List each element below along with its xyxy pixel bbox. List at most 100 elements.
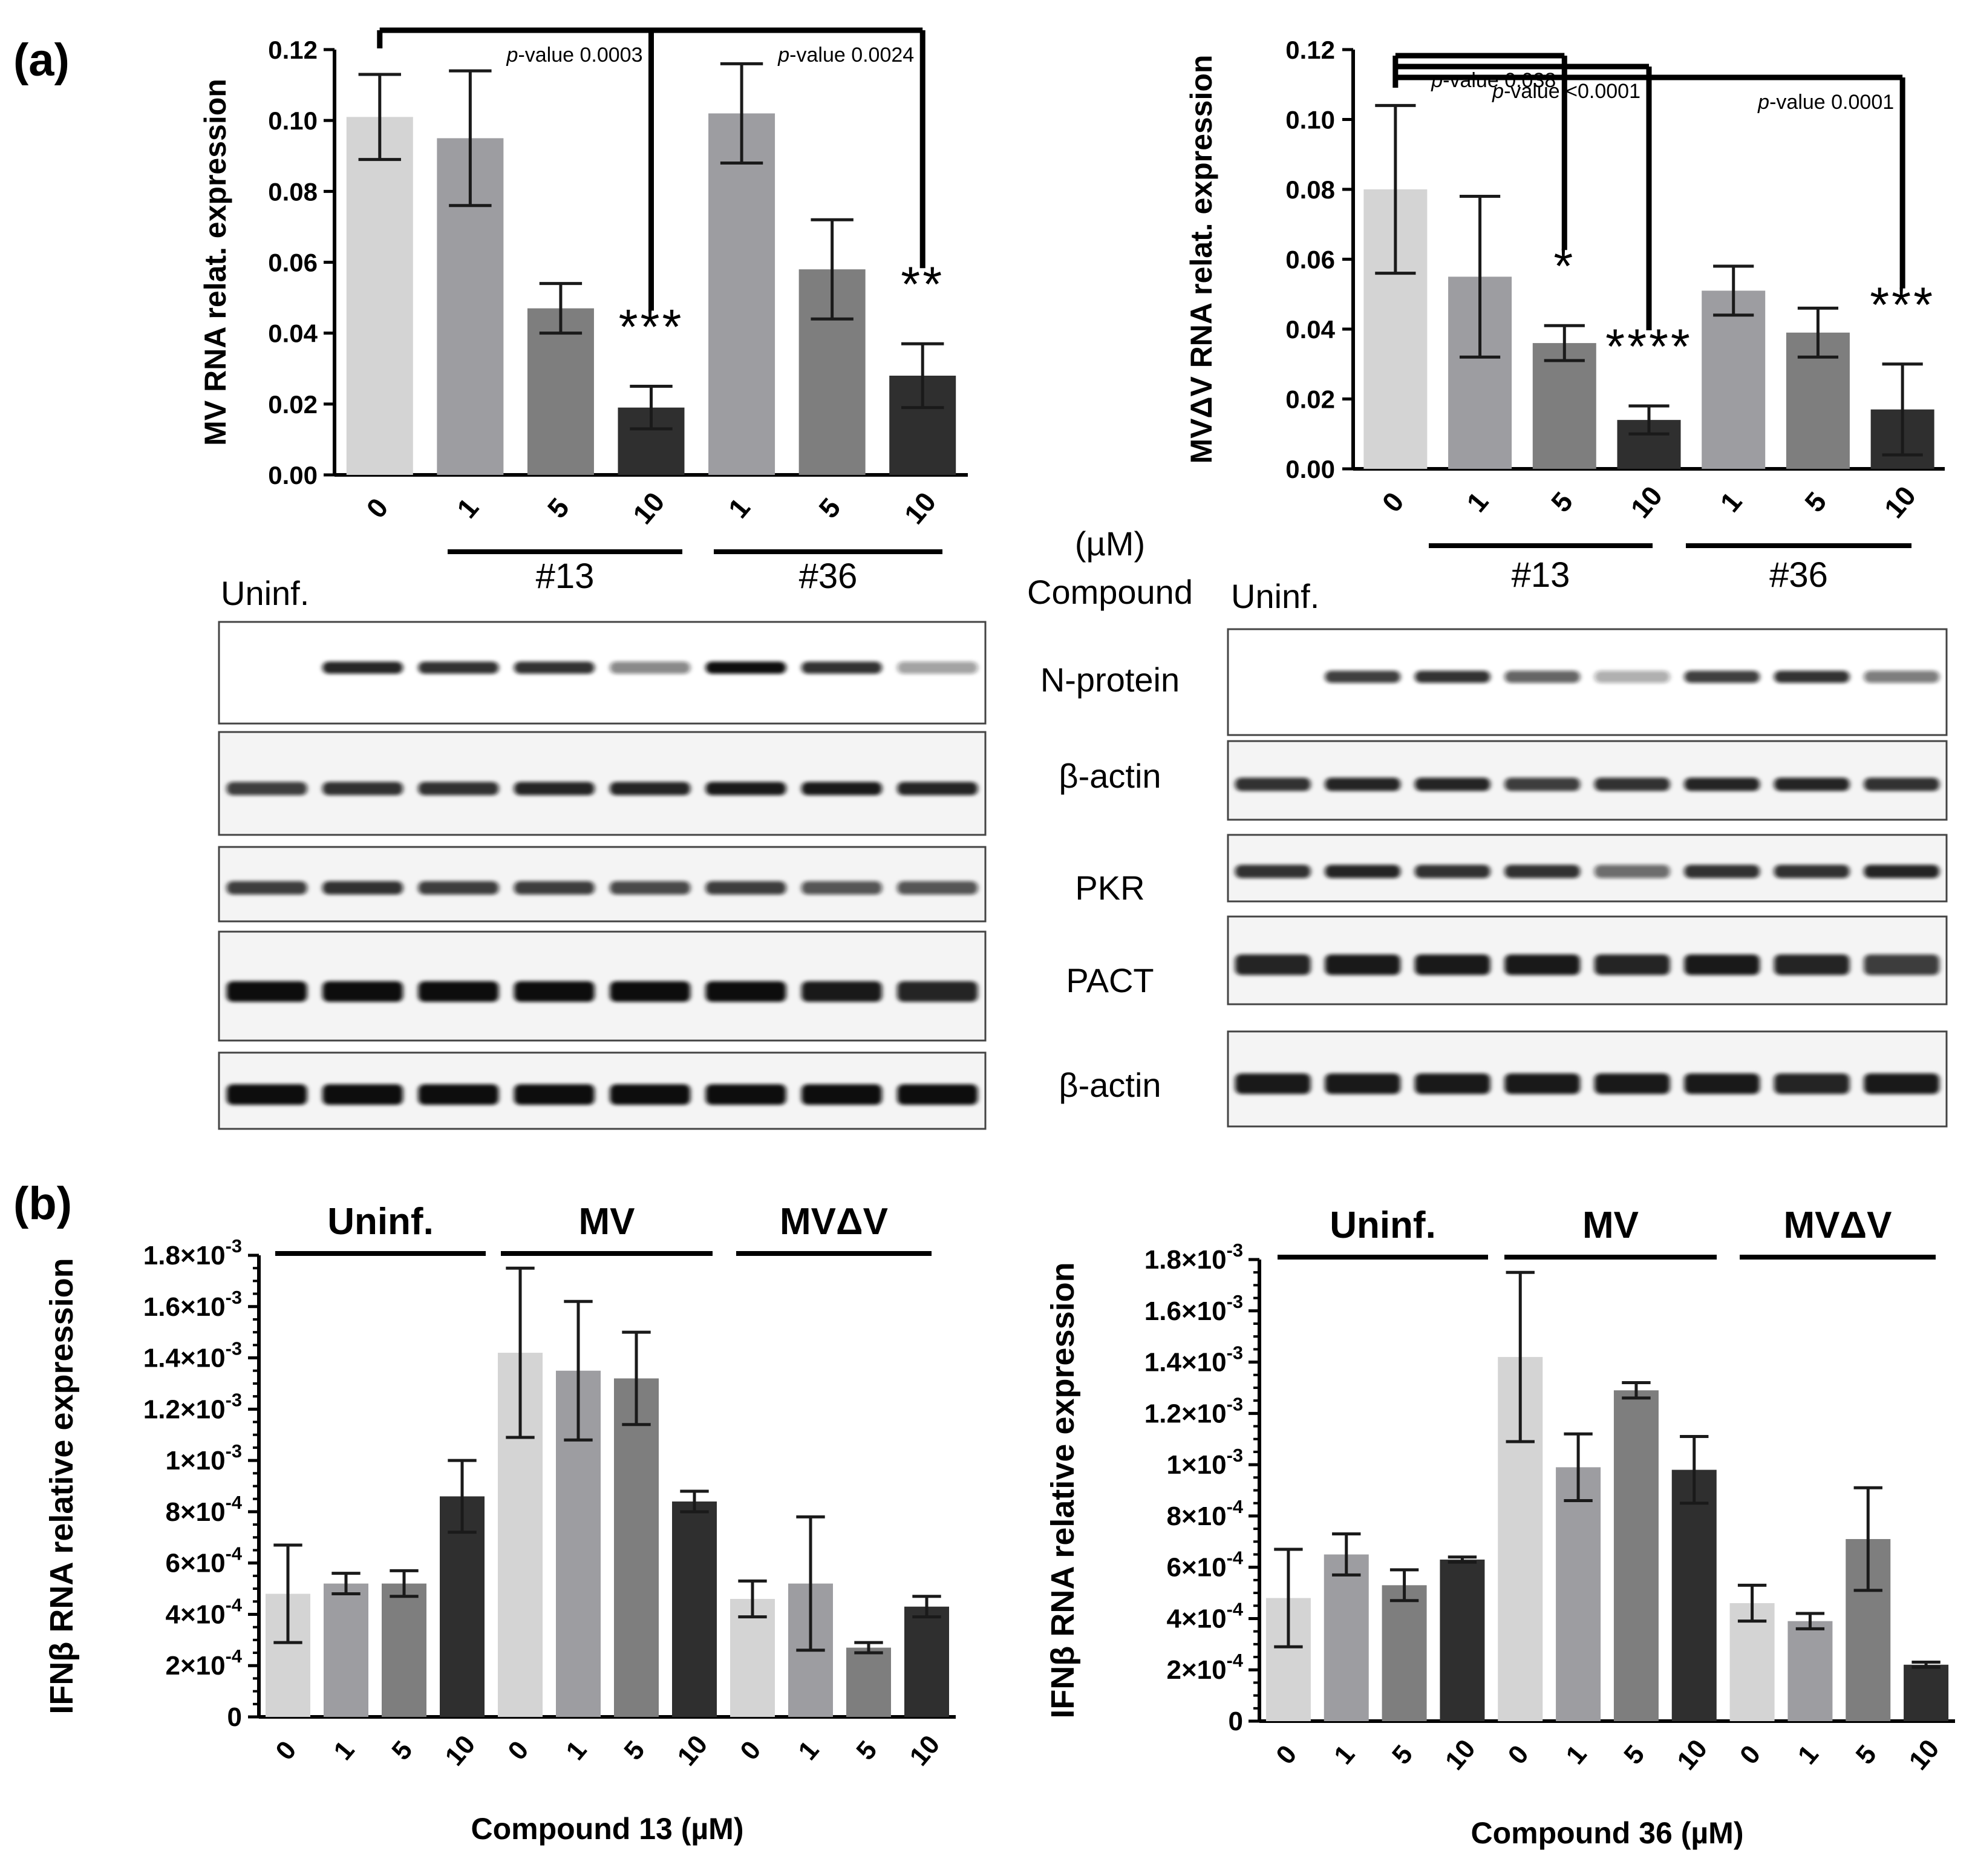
panel-label-a: (a) bbox=[13, 34, 70, 86]
blot-band bbox=[226, 881, 307, 895]
blot-band bbox=[1414, 864, 1490, 878]
x-tick-label: 5 bbox=[1798, 486, 1832, 518]
blot-band bbox=[897, 782, 978, 796]
x-tick-label: 0 bbox=[1376, 486, 1409, 518]
bar bbox=[1671, 1469, 1717, 1721]
blot-band bbox=[1774, 670, 1850, 683]
bar bbox=[1440, 1559, 1485, 1721]
blot-band bbox=[1235, 1073, 1311, 1094]
x-tick-label: 1 bbox=[792, 1736, 824, 1766]
blot-band bbox=[1325, 777, 1401, 791]
x-tick-label: 5 bbox=[618, 1736, 650, 1766]
blot-band bbox=[897, 661, 978, 674]
blot-band bbox=[1414, 670, 1490, 683]
blot-band bbox=[1504, 954, 1581, 975]
x-tick-label: 1 bbox=[1560, 1740, 1592, 1770]
y-tick-label: 0.06 bbox=[268, 249, 318, 277]
bar bbox=[1613, 1390, 1659, 1721]
y-tick-label: 8×10-4 bbox=[1167, 1496, 1244, 1531]
y-axis-label: MVΔV RNA relat. expression bbox=[1184, 55, 1218, 464]
x-tick-label: 1 bbox=[560, 1736, 592, 1766]
y-tick-label: 8×10-4 bbox=[166, 1492, 243, 1527]
y-tick-label: 2×10-4 bbox=[166, 1646, 243, 1681]
blot-band bbox=[705, 881, 786, 895]
y-tick-label: 0.08 bbox=[268, 177, 318, 206]
group-label: MVΔV bbox=[780, 1201, 888, 1243]
group-label: MVΔV bbox=[1784, 1204, 1892, 1246]
group-label: #36 bbox=[1769, 555, 1828, 595]
bar bbox=[1702, 290, 1766, 469]
western-blots-layer bbox=[218, 621, 1948, 1130]
blot-band bbox=[705, 661, 786, 674]
blot-band bbox=[1504, 777, 1581, 791]
blot-label-beta-actin-1: β-actin bbox=[1059, 757, 1161, 795]
x-tick-label: 1 bbox=[1792, 1740, 1824, 1770]
group-label: MV bbox=[579, 1201, 635, 1243]
bar bbox=[1324, 1554, 1369, 1721]
bar bbox=[1556, 1467, 1601, 1721]
bar bbox=[1787, 1621, 1833, 1721]
bar bbox=[527, 308, 594, 475]
group-label: #13 bbox=[536, 557, 595, 596]
blot-band bbox=[1774, 1073, 1850, 1094]
bar bbox=[1532, 343, 1596, 469]
y-tick-label: 1×10-3 bbox=[1167, 1445, 1244, 1480]
x-tick-label: 10 bbox=[1624, 480, 1668, 524]
blot-band bbox=[1414, 954, 1490, 975]
blot-band bbox=[1325, 670, 1401, 683]
x-tick-label: 0 bbox=[734, 1736, 766, 1766]
significance-stars: * bbox=[1553, 239, 1575, 294]
y-tick-label: 1.2×10-3 bbox=[1144, 1393, 1243, 1428]
uninfected-label: Uninf. bbox=[221, 574, 309, 612]
blot-band bbox=[322, 881, 403, 895]
blot-band bbox=[322, 1084, 403, 1105]
p-value-label: p-value 0.0024 bbox=[777, 44, 914, 67]
x-tick-label: 0 bbox=[1503, 1740, 1535, 1770]
blot-band bbox=[1864, 954, 1940, 975]
blot-band bbox=[1594, 1073, 1670, 1094]
x-tick-label: 10 bbox=[1671, 1734, 1713, 1776]
blot-band bbox=[1504, 864, 1581, 878]
bar bbox=[1729, 1603, 1775, 1721]
blot-label-pact: PACT bbox=[1066, 961, 1154, 999]
compound-label: Compound bbox=[1027, 573, 1193, 611]
x-tick-label: 1 bbox=[722, 492, 756, 524]
bar bbox=[708, 113, 775, 475]
y-tick-label: 1.8×10-3 bbox=[143, 1235, 242, 1270]
x-axis-label: Compound 13 (µM) bbox=[471, 1812, 744, 1846]
x-tick-label: 5 bbox=[1850, 1740, 1882, 1770]
blot-band bbox=[1325, 954, 1401, 975]
p-value-label: p-value <0.0001 bbox=[1492, 80, 1640, 103]
y-tick-label: 0 bbox=[227, 1702, 242, 1732]
y-tick-label: 1.6×10-3 bbox=[143, 1287, 242, 1322]
significance-stars: *** bbox=[619, 300, 684, 355]
y-tick-label: 6×10-4 bbox=[1167, 1548, 1244, 1583]
y-tick-label: 4×10-4 bbox=[166, 1594, 243, 1629]
blot-band bbox=[897, 1084, 978, 1105]
blot-band bbox=[1864, 670, 1940, 683]
y-tick-label: 1.6×10-3 bbox=[1144, 1291, 1243, 1326]
charts-layer: 0.00 0.02 0.04 0.06 0.08 0.10 0.12 MV RNA relat… bbox=[44, 27, 1955, 1850]
x-tick-label: 5 bbox=[1386, 1740, 1418, 1770]
blot-band bbox=[1504, 1073, 1581, 1094]
y-tick-label: 1×10-3 bbox=[166, 1440, 243, 1476]
p-value-label: p-value 0.0001 bbox=[1757, 91, 1894, 114]
x-tick-label: 1 bbox=[1460, 486, 1494, 518]
y-tick-label: 0.12 bbox=[268, 36, 318, 64]
y-tick-label: 0.10 bbox=[1285, 106, 1335, 134]
blot-label-n-protein: N-protein bbox=[1040, 661, 1180, 699]
blot-band bbox=[801, 661, 882, 674]
blot-band bbox=[801, 981, 882, 1002]
y-tick-label: 1.4×10-3 bbox=[143, 1338, 242, 1373]
group-label: #36 bbox=[799, 557, 858, 596]
x-axis-label: Compound 36 (µM) bbox=[1471, 1816, 1744, 1850]
blot-band bbox=[610, 881, 691, 895]
y-tick-label: 4×10-4 bbox=[1167, 1598, 1244, 1633]
x-tick-label: 10 bbox=[671, 1730, 713, 1771]
x-tick-label: 10 bbox=[1440, 1734, 1481, 1776]
blot-band bbox=[226, 782, 307, 796]
blot-band bbox=[897, 981, 978, 1002]
blot-band bbox=[1504, 670, 1581, 683]
y-tick-label: 2×10-4 bbox=[1167, 1650, 1244, 1685]
bar bbox=[846, 1647, 891, 1717]
